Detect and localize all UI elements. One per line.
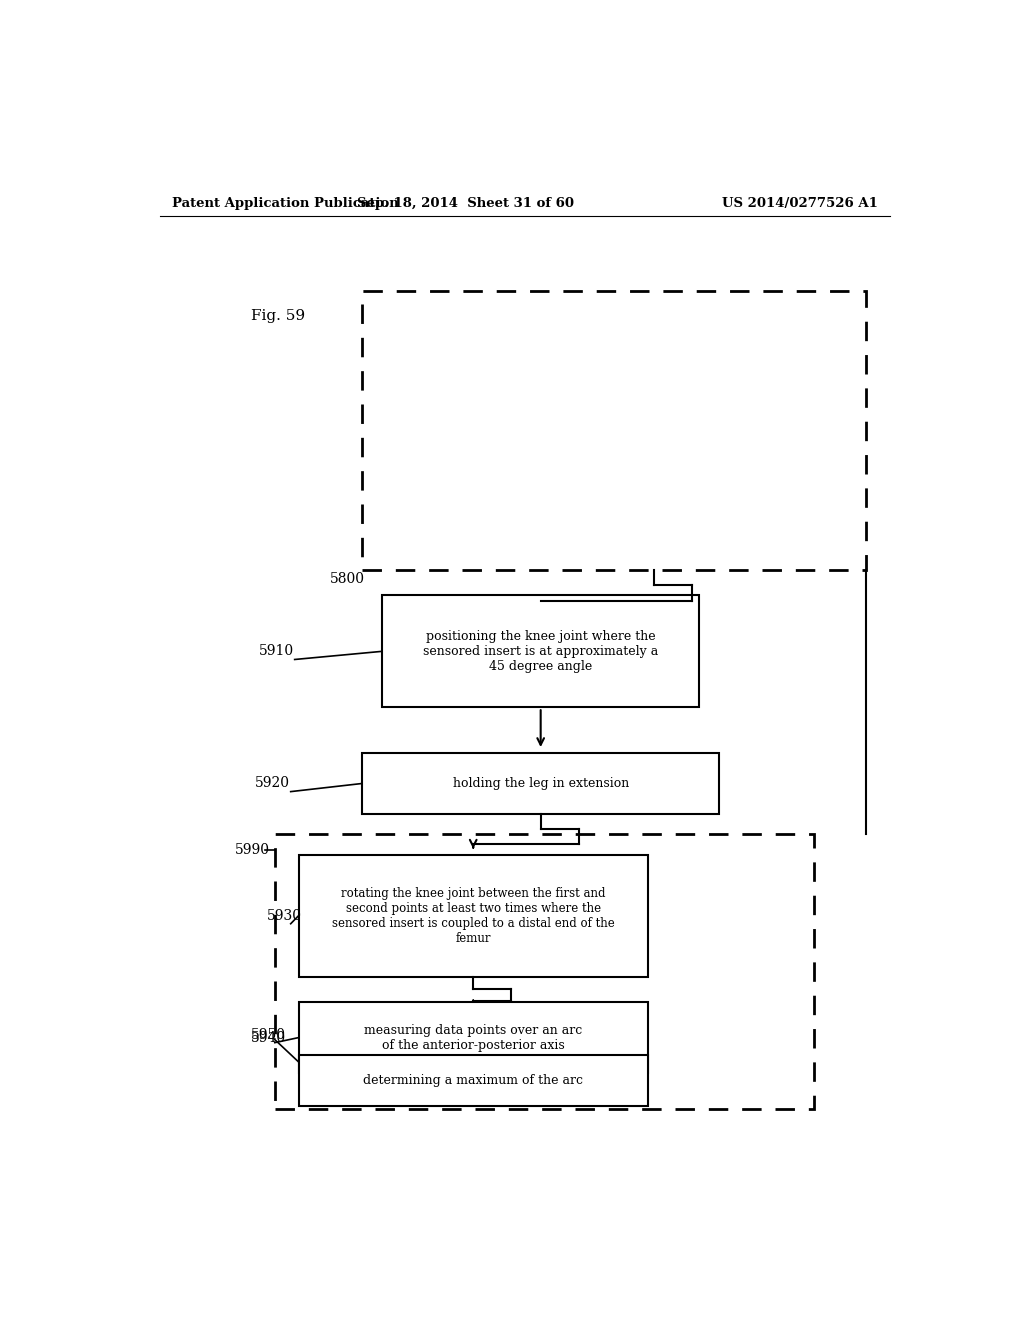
Text: 5940: 5940	[251, 1031, 286, 1044]
Text: Fig. 59: Fig. 59	[251, 309, 305, 323]
Bar	[362, 290, 866, 570]
Text: Patent Application Publication: Patent Application Publication	[172, 197, 398, 210]
Text: 5800: 5800	[331, 572, 366, 586]
Text: determining a maximum of the arc: determining a maximum of the arc	[364, 1073, 584, 1086]
Bar	[382, 595, 699, 708]
Text: measuring data points over an arc
of the anterior-posterior axis: measuring data points over an arc of the…	[365, 1023, 583, 1052]
Text: holding the leg in extension: holding the leg in extension	[453, 777, 629, 789]
Text: rotating the knee joint between the first and
second points at least two times w: rotating the knee joint between the firs…	[332, 887, 614, 945]
Text: 5950: 5950	[251, 1027, 286, 1041]
Bar	[274, 834, 814, 1109]
Text: positioning the knee joint where the
sensored insert is at approximately a
45 de: positioning the knee joint where the sen…	[423, 630, 658, 673]
Bar	[299, 1002, 648, 1073]
Text: 5930: 5930	[267, 908, 302, 923]
Text: Sep. 18, 2014  Sheet 31 of 60: Sep. 18, 2014 Sheet 31 of 60	[356, 197, 573, 210]
Bar	[362, 752, 719, 814]
Text: 5990: 5990	[236, 842, 270, 857]
Bar	[299, 1055, 648, 1106]
Text: US 2014/0277526 A1: US 2014/0277526 A1	[722, 197, 878, 210]
Text: 5920: 5920	[255, 776, 290, 791]
Bar	[299, 854, 648, 977]
Text: 5910: 5910	[259, 644, 294, 659]
